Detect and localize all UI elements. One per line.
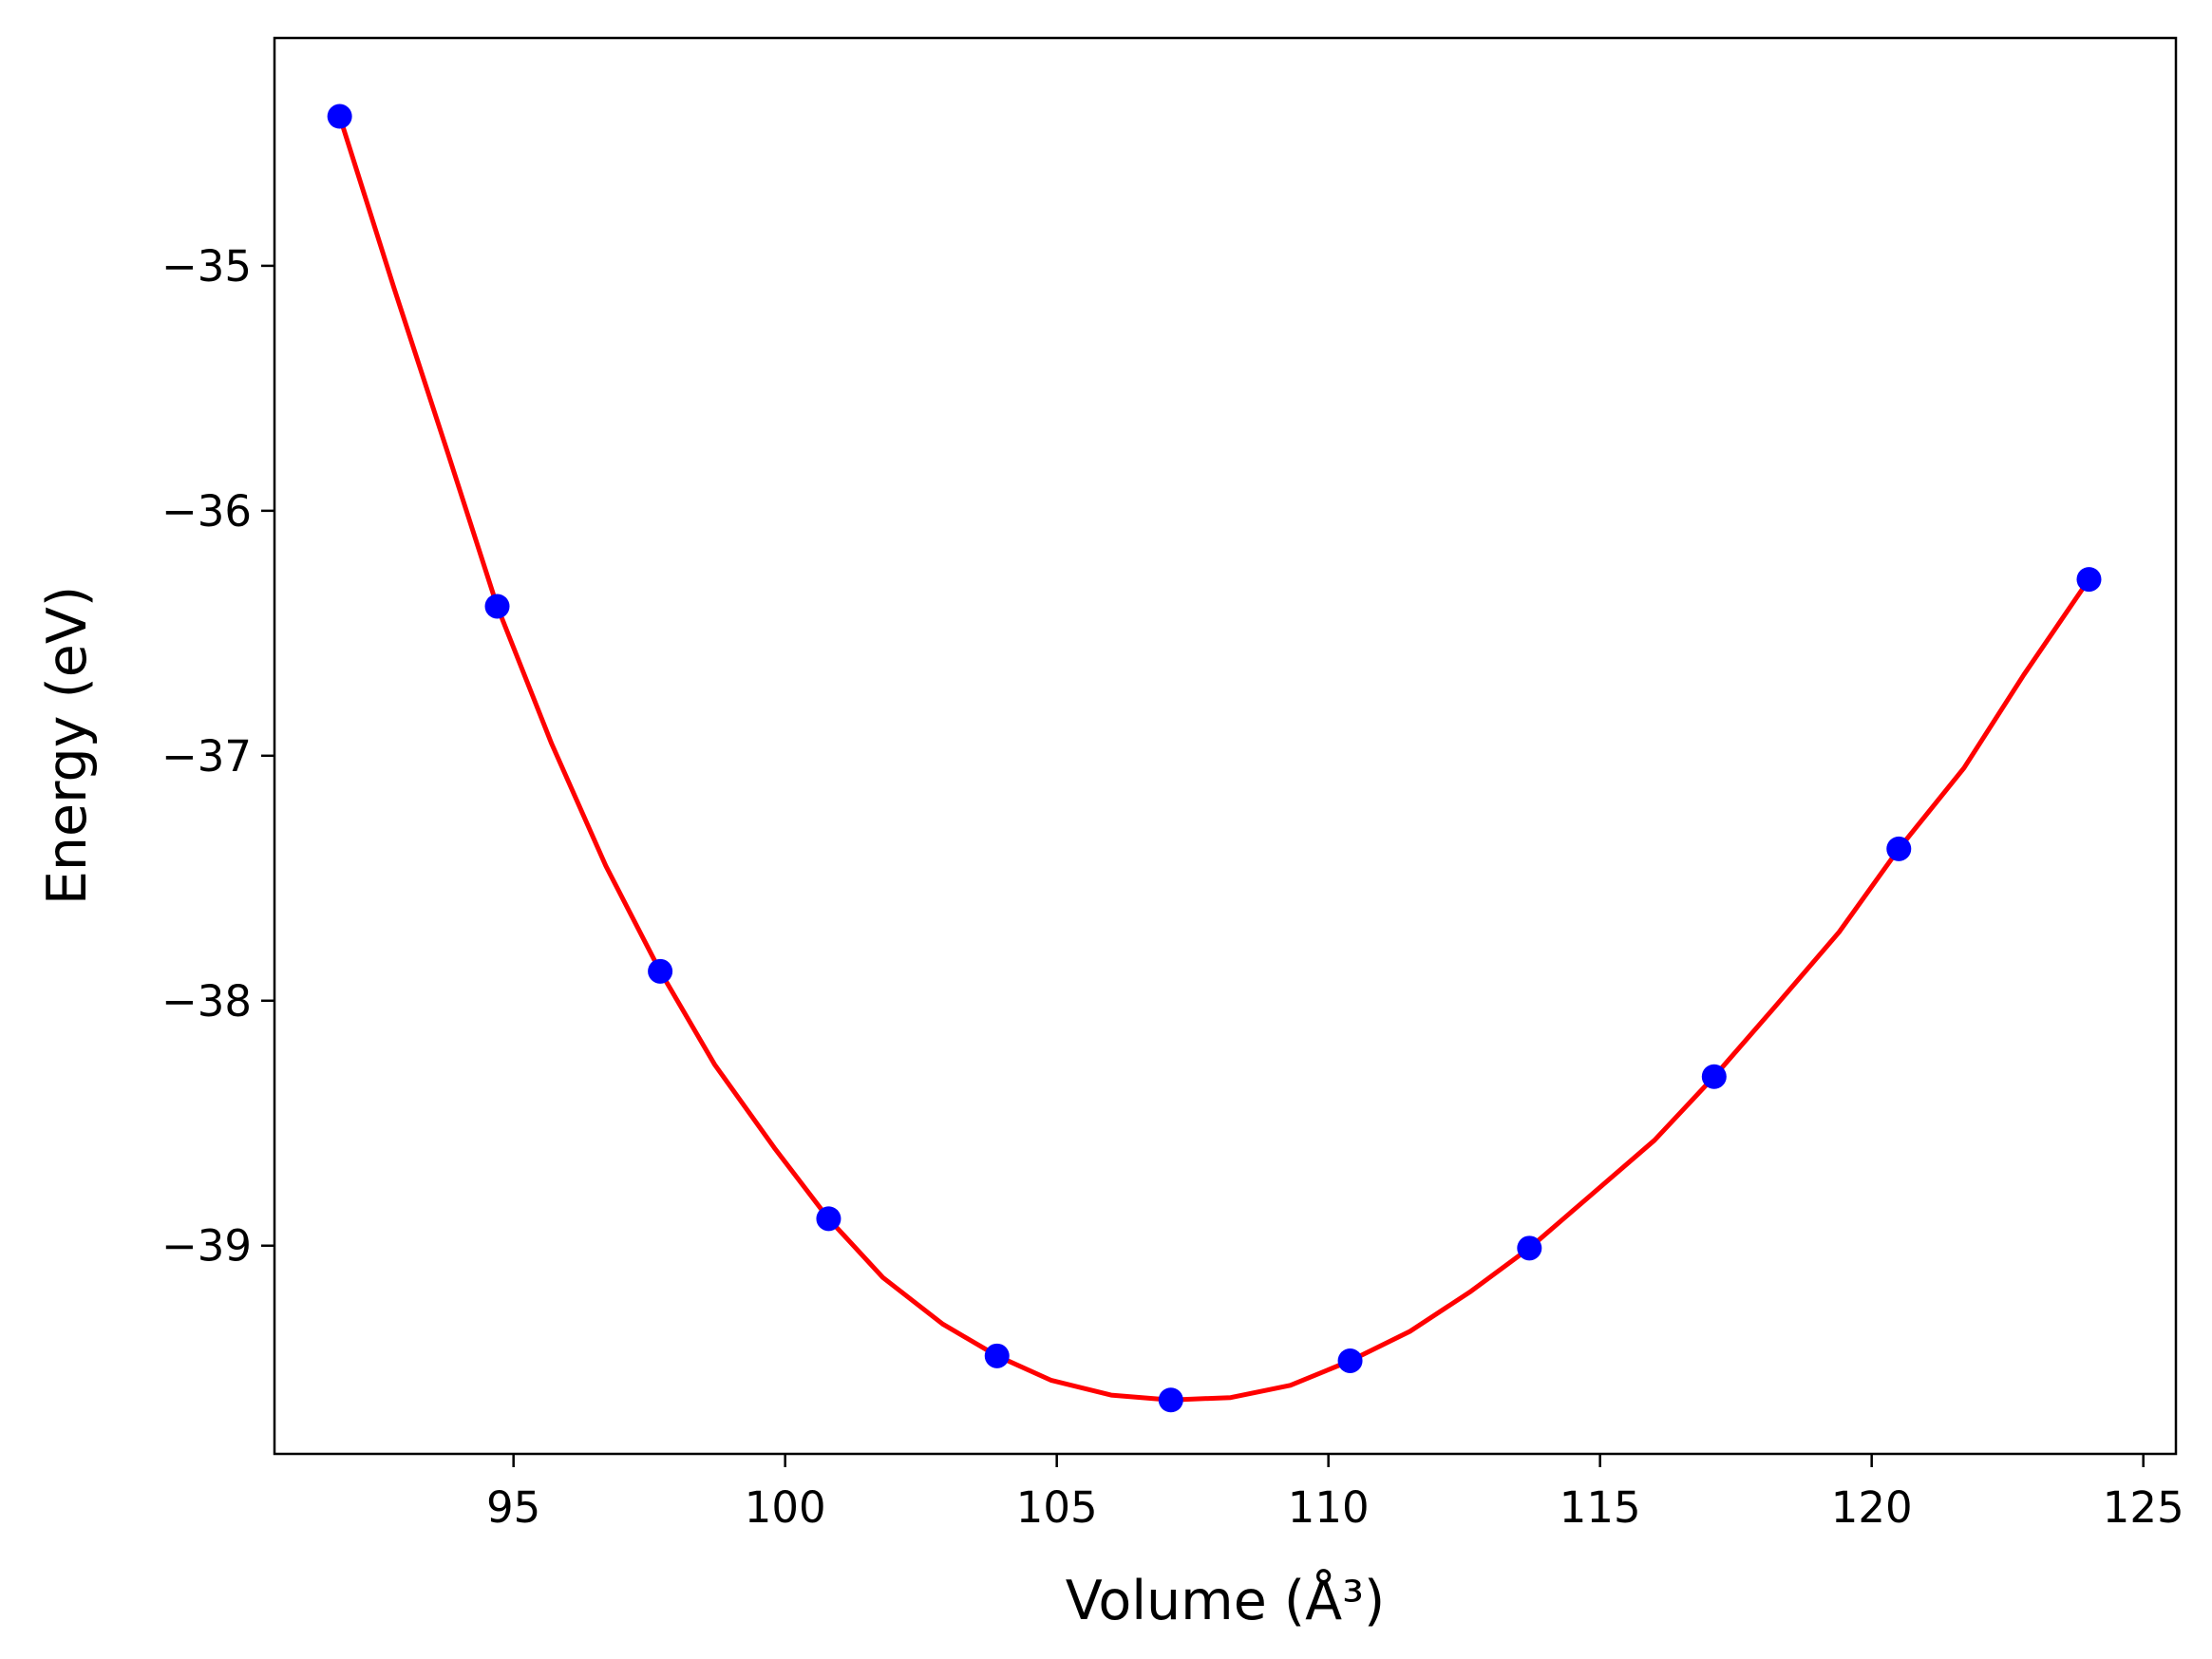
- data-point: [1886, 836, 1912, 861]
- fit-curve: [337, 115, 2091, 1403]
- data-point: [984, 1343, 1010, 1368]
- data-point: [327, 104, 352, 129]
- x-tick-label: 115: [1560, 1482, 1641, 1533]
- x-axis-label: Volume (Å³): [1066, 1568, 1385, 1632]
- y-tick-label: −38: [161, 976, 252, 1027]
- x-tick-label: 95: [486, 1482, 540, 1533]
- x-axis: 95 100 105 110 115 120 125: [486, 1454, 2184, 1533]
- x-tick-label: 110: [1288, 1482, 1370, 1533]
- x-tick-label: 125: [2103, 1482, 2184, 1533]
- data-point: [1701, 1064, 1727, 1089]
- y-axis: −35 −36 −37 −38 −39: [161, 241, 274, 1272]
- data-point: [1158, 1387, 1183, 1413]
- fit-curve-layer: [337, 115, 2091, 1403]
- data-point: [1517, 1235, 1542, 1261]
- x-tick-label: 100: [745, 1482, 826, 1533]
- data-point: [484, 594, 510, 619]
- y-tick-label: −39: [161, 1221, 252, 1272]
- y-tick-label: −36: [161, 486, 252, 537]
- x-tick-label: 120: [1831, 1482, 1913, 1533]
- data-point: [1337, 1348, 1363, 1373]
- y-tick-label: −37: [161, 731, 252, 782]
- data-point: [648, 958, 673, 984]
- y-tick-label: −35: [161, 241, 252, 292]
- x-tick-label: 105: [1016, 1482, 1098, 1533]
- plot-frame: [273, 36, 2178, 1456]
- data-point: [2076, 567, 2102, 593]
- y-axis-label: Energy (eV): [36, 586, 99, 905]
- data-point: [816, 1206, 841, 1232]
- data-points-layer: [327, 104, 2102, 1413]
